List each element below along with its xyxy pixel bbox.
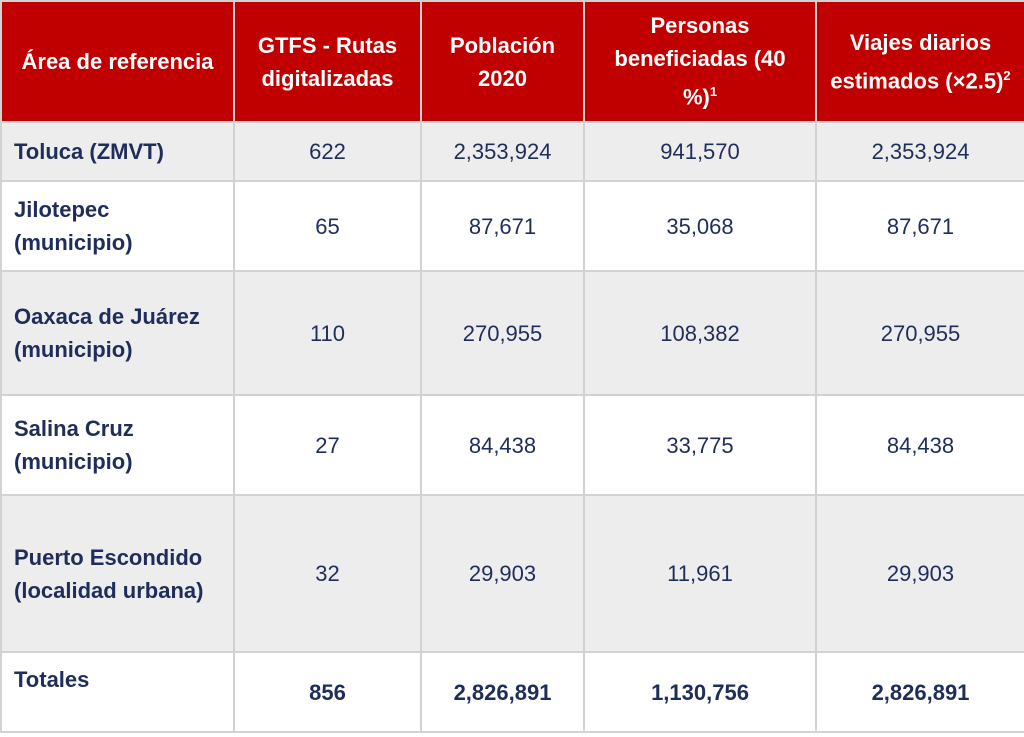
cell-poblacion: 270,955 [420,270,585,396]
cell-personas: 941,570 [583,121,817,182]
cell-area: Oaxaca de Juárez (municipio) [0,270,235,396]
header-viajes: Viajes diarios estimados (×2.5)2 [815,0,1024,123]
header-text: Población 2020 [449,32,556,91]
table-row: Toluca (ZMVT) 622 2,353,924 941,570 2,35… [0,121,1024,182]
header-area: Área de referencia [0,0,235,123]
header-rutas: GTFS - Rutas digitalizadas [233,0,422,123]
totals-row: Totales 856 2,826,891 1,130,756 2,826,89… [0,651,1024,733]
header-row: Área de referencia GTFS - Rutas digitali… [0,0,1024,123]
cell-rutas: 856 [233,651,422,733]
cell-area: Toluca (ZMVT) [0,121,235,182]
footnote-ref: 1 [709,84,718,100]
cell-area: Puerto Escondido (localidad urbana) [0,494,235,653]
cell-rutas: 65 [233,180,422,272]
cell-personas: 11,961 [583,494,817,653]
cell-poblacion: 84,438 [420,394,585,496]
cell-poblacion: 87,671 [420,180,585,272]
cell-personas: 35,068 [583,180,817,272]
cell-viajes: 2,826,891 [815,651,1024,733]
table-row: Puerto Escondido (localidad urbana) 32 2… [0,494,1024,653]
cell-rutas: 622 [233,121,422,182]
cell-area: Jilotepec (municipio) [0,180,235,272]
cell-rutas: 32 [233,494,422,653]
cell-rutas: 27 [233,394,422,496]
header-text: Viajes diarios estimados (×2.5) [830,29,1004,94]
table-row: Jilotepec (municipio) 65 87,671 35,068 8… [0,180,1024,272]
table-row: Oaxaca de Juárez (municipio) 110 270,955… [0,270,1024,396]
cell-area: Salina Cruz (municipio) [0,394,235,496]
header-text: GTFS - Rutas digitalizadas [257,32,398,91]
table-row: Salina Cruz (municipio) 27 84,438 33,775… [0,394,1024,496]
cell-viajes: 2,353,924 [815,121,1024,182]
cell-rutas: 110 [233,270,422,396]
cell-poblacion: 2,353,924 [420,121,585,182]
cell-viajes: 29,903 [815,494,1024,653]
cell-poblacion: 29,903 [420,494,585,653]
cell-personas: 108,382 [583,270,817,396]
cell-personas: 1,130,756 [583,651,817,733]
cell-personas: 33,775 [583,394,817,496]
header-text: Personas beneficiadas (40 %) [614,13,786,110]
cell-viajes: 87,671 [815,180,1024,272]
cell-viajes: 270,955 [815,270,1024,396]
footnote-ref: 2 [1003,67,1011,83]
header-poblacion: Población 2020 [420,0,585,123]
cell-area: Totales [0,651,235,733]
header-text: Área de referencia [21,49,214,74]
header-personas: Personas beneficiadas (40 %)1 [583,0,817,123]
cell-viajes: 84,438 [815,394,1024,496]
cell-poblacion: 2,826,891 [420,651,585,733]
